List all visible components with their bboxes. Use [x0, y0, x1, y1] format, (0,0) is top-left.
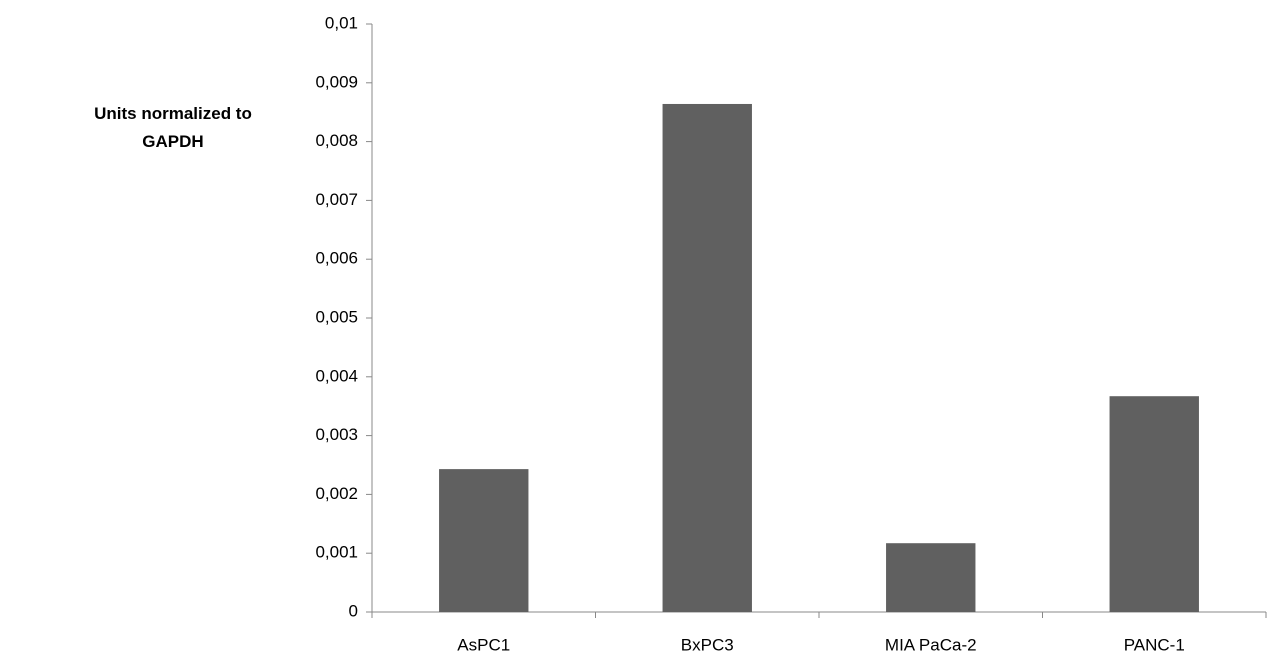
x-tick-label: PANC-1: [1124, 635, 1185, 654]
bar: [662, 103, 752, 612]
y-tick-label: 0,003: [315, 425, 358, 444]
x-tick-label: MIA PaCa-2: [885, 635, 977, 654]
y-axis-label: Units normalized to GAPDH: [94, 104, 252, 151]
y-tick-label: 0,008: [315, 131, 358, 150]
y-tick-label: 0,006: [315, 249, 358, 268]
y-tick-label: 0,002: [315, 484, 358, 503]
y-tick-label: 0,001: [315, 543, 358, 562]
bar: [886, 543, 976, 612]
y-tick-label: 0,007: [315, 190, 358, 209]
y-tick-label: 0,009: [315, 72, 358, 91]
y-tick-label: 0,005: [315, 307, 358, 326]
y-tick-label: 0,01: [325, 13, 358, 32]
x-tick-label: AsPC1: [457, 635, 510, 654]
bar: [439, 469, 529, 612]
y-tick-label: 0,004: [315, 366, 358, 385]
bar: [1109, 396, 1199, 612]
x-tick-label: BxPC3: [681, 635, 734, 654]
y-tick-label: 0: [349, 601, 358, 620]
